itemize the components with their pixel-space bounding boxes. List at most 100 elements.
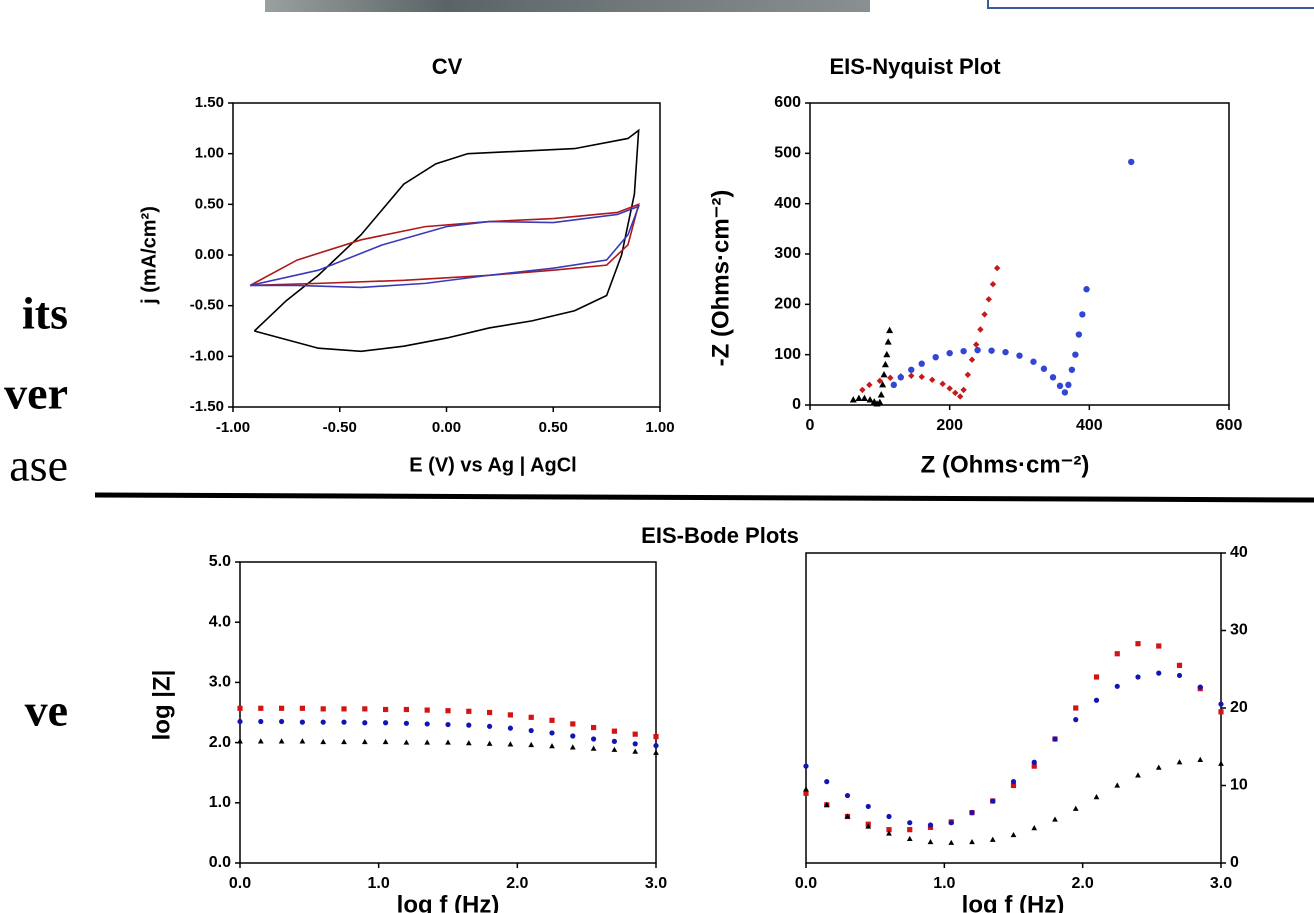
- y-tick-label: -0.50: [190, 297, 224, 314]
- data-point: [907, 827, 913, 833]
- plot-frame: [232, 102, 661, 408]
- data-point: [237, 705, 243, 711]
- data-point: [403, 739, 410, 745]
- data-point: [929, 376, 936, 384]
- data-point: [362, 720, 368, 726]
- y-tick-label: 1.00: [195, 145, 224, 162]
- data-point: [487, 709, 493, 716]
- data-point: [1093, 697, 1100, 703]
- data-point: [591, 724, 597, 731]
- data-point: [611, 728, 617, 734]
- data-point: [611, 738, 618, 744]
- data-point: [1114, 651, 1120, 657]
- data-point: [985, 296, 992, 303]
- data-point: [977, 326, 984, 333]
- data-point: [1156, 670, 1162, 676]
- side-text: ver: [4, 368, 68, 419]
- data-point: [1093, 794, 1100, 800]
- data-point: [907, 820, 913, 826]
- data-point: [1079, 311, 1086, 318]
- x-tick-label: 3.0: [645, 875, 667, 892]
- data-point: [1030, 358, 1037, 365]
- data-point: [320, 738, 327, 745]
- data-point: [1010, 782, 1017, 789]
- side-text: ve: [25, 685, 68, 736]
- y-tick-label: 40: [1230, 544, 1248, 561]
- data-point: [507, 712, 513, 718]
- data-point: [1135, 772, 1141, 778]
- y-tick-label: -1.50: [190, 398, 224, 415]
- data-point: [466, 722, 472, 728]
- x-tick-label: 1.0: [933, 875, 955, 892]
- data-point: [993, 264, 1001, 272]
- data-point: [886, 813, 892, 820]
- data-point: [969, 810, 975, 816]
- data-point: [803, 790, 809, 796]
- data-point: [879, 381, 887, 388]
- x-tick-label: 0.50: [539, 419, 568, 436]
- data-point: [487, 723, 493, 729]
- data-point: [1135, 641, 1141, 647]
- data-point: [528, 727, 534, 734]
- data-point: [1197, 684, 1203, 690]
- data-point: [884, 338, 892, 345]
- x-tick-label: 1.0: [368, 875, 390, 892]
- data-point: [844, 792, 851, 799]
- data-point: [1128, 158, 1135, 166]
- side-text: its: [22, 288, 68, 339]
- data-point: [341, 706, 347, 712]
- x-axis-label: Z (Ohms·cm⁻²): [921, 451, 1090, 478]
- top-image: [265, 0, 870, 12]
- data-point: [279, 705, 285, 711]
- data-point: [886, 827, 892, 833]
- data-point: [990, 798, 996, 804]
- data-point: [632, 748, 639, 754]
- data-point: [1114, 782, 1121, 788]
- data-point: [632, 741, 638, 747]
- divider: [94, 492, 1314, 503]
- data-point: [956, 393, 964, 400]
- data-point: [960, 386, 967, 394]
- data-point: [1061, 389, 1069, 396]
- data-point: [590, 745, 597, 751]
- y-tick-label: 1.50: [195, 94, 224, 111]
- data-point: [1031, 763, 1037, 769]
- data-point: [1031, 759, 1037, 765]
- data-point: [466, 708, 472, 714]
- data-point: [549, 743, 555, 749]
- data-point: [939, 380, 946, 388]
- x-axis-label: log f (Hz): [962, 891, 1065, 913]
- x-tick-label: 200: [936, 417, 963, 434]
- data-line: [249, 203, 640, 287]
- data-point: [1135, 674, 1141, 680]
- data-point: [880, 370, 888, 378]
- data-point: [320, 719, 326, 725]
- data-point: [927, 822, 934, 828]
- data-point: [1156, 643, 1162, 649]
- data-point: [1002, 348, 1009, 356]
- plot-frame: [239, 561, 657, 864]
- data-point: [1072, 805, 1079, 811]
- data-point: [549, 730, 555, 736]
- y-tick-label: 4.0: [209, 613, 231, 630]
- data-point: [528, 741, 535, 748]
- y-tick-label: 5.0: [209, 553, 231, 570]
- data-point: [890, 381, 897, 389]
- data-point: [299, 705, 305, 711]
- data-point: [981, 311, 988, 318]
- data-point: [876, 377, 884, 385]
- y-tick-label: 0.0: [209, 854, 231, 871]
- data-point: [237, 718, 243, 725]
- data-point: [952, 389, 959, 397]
- data-point: [908, 372, 915, 380]
- data-point: [465, 740, 472, 746]
- data-point: [1197, 756, 1204, 763]
- data-point: [1010, 779, 1017, 785]
- data-point: [1075, 331, 1083, 338]
- data-point: [886, 830, 892, 836]
- data-point: [803, 786, 809, 792]
- side-text: ase: [9, 440, 68, 491]
- y-axis-label: j (mA/cm²): [138, 206, 160, 305]
- data-point: [803, 763, 809, 769]
- x-tick-label: 0.0: [229, 875, 251, 892]
